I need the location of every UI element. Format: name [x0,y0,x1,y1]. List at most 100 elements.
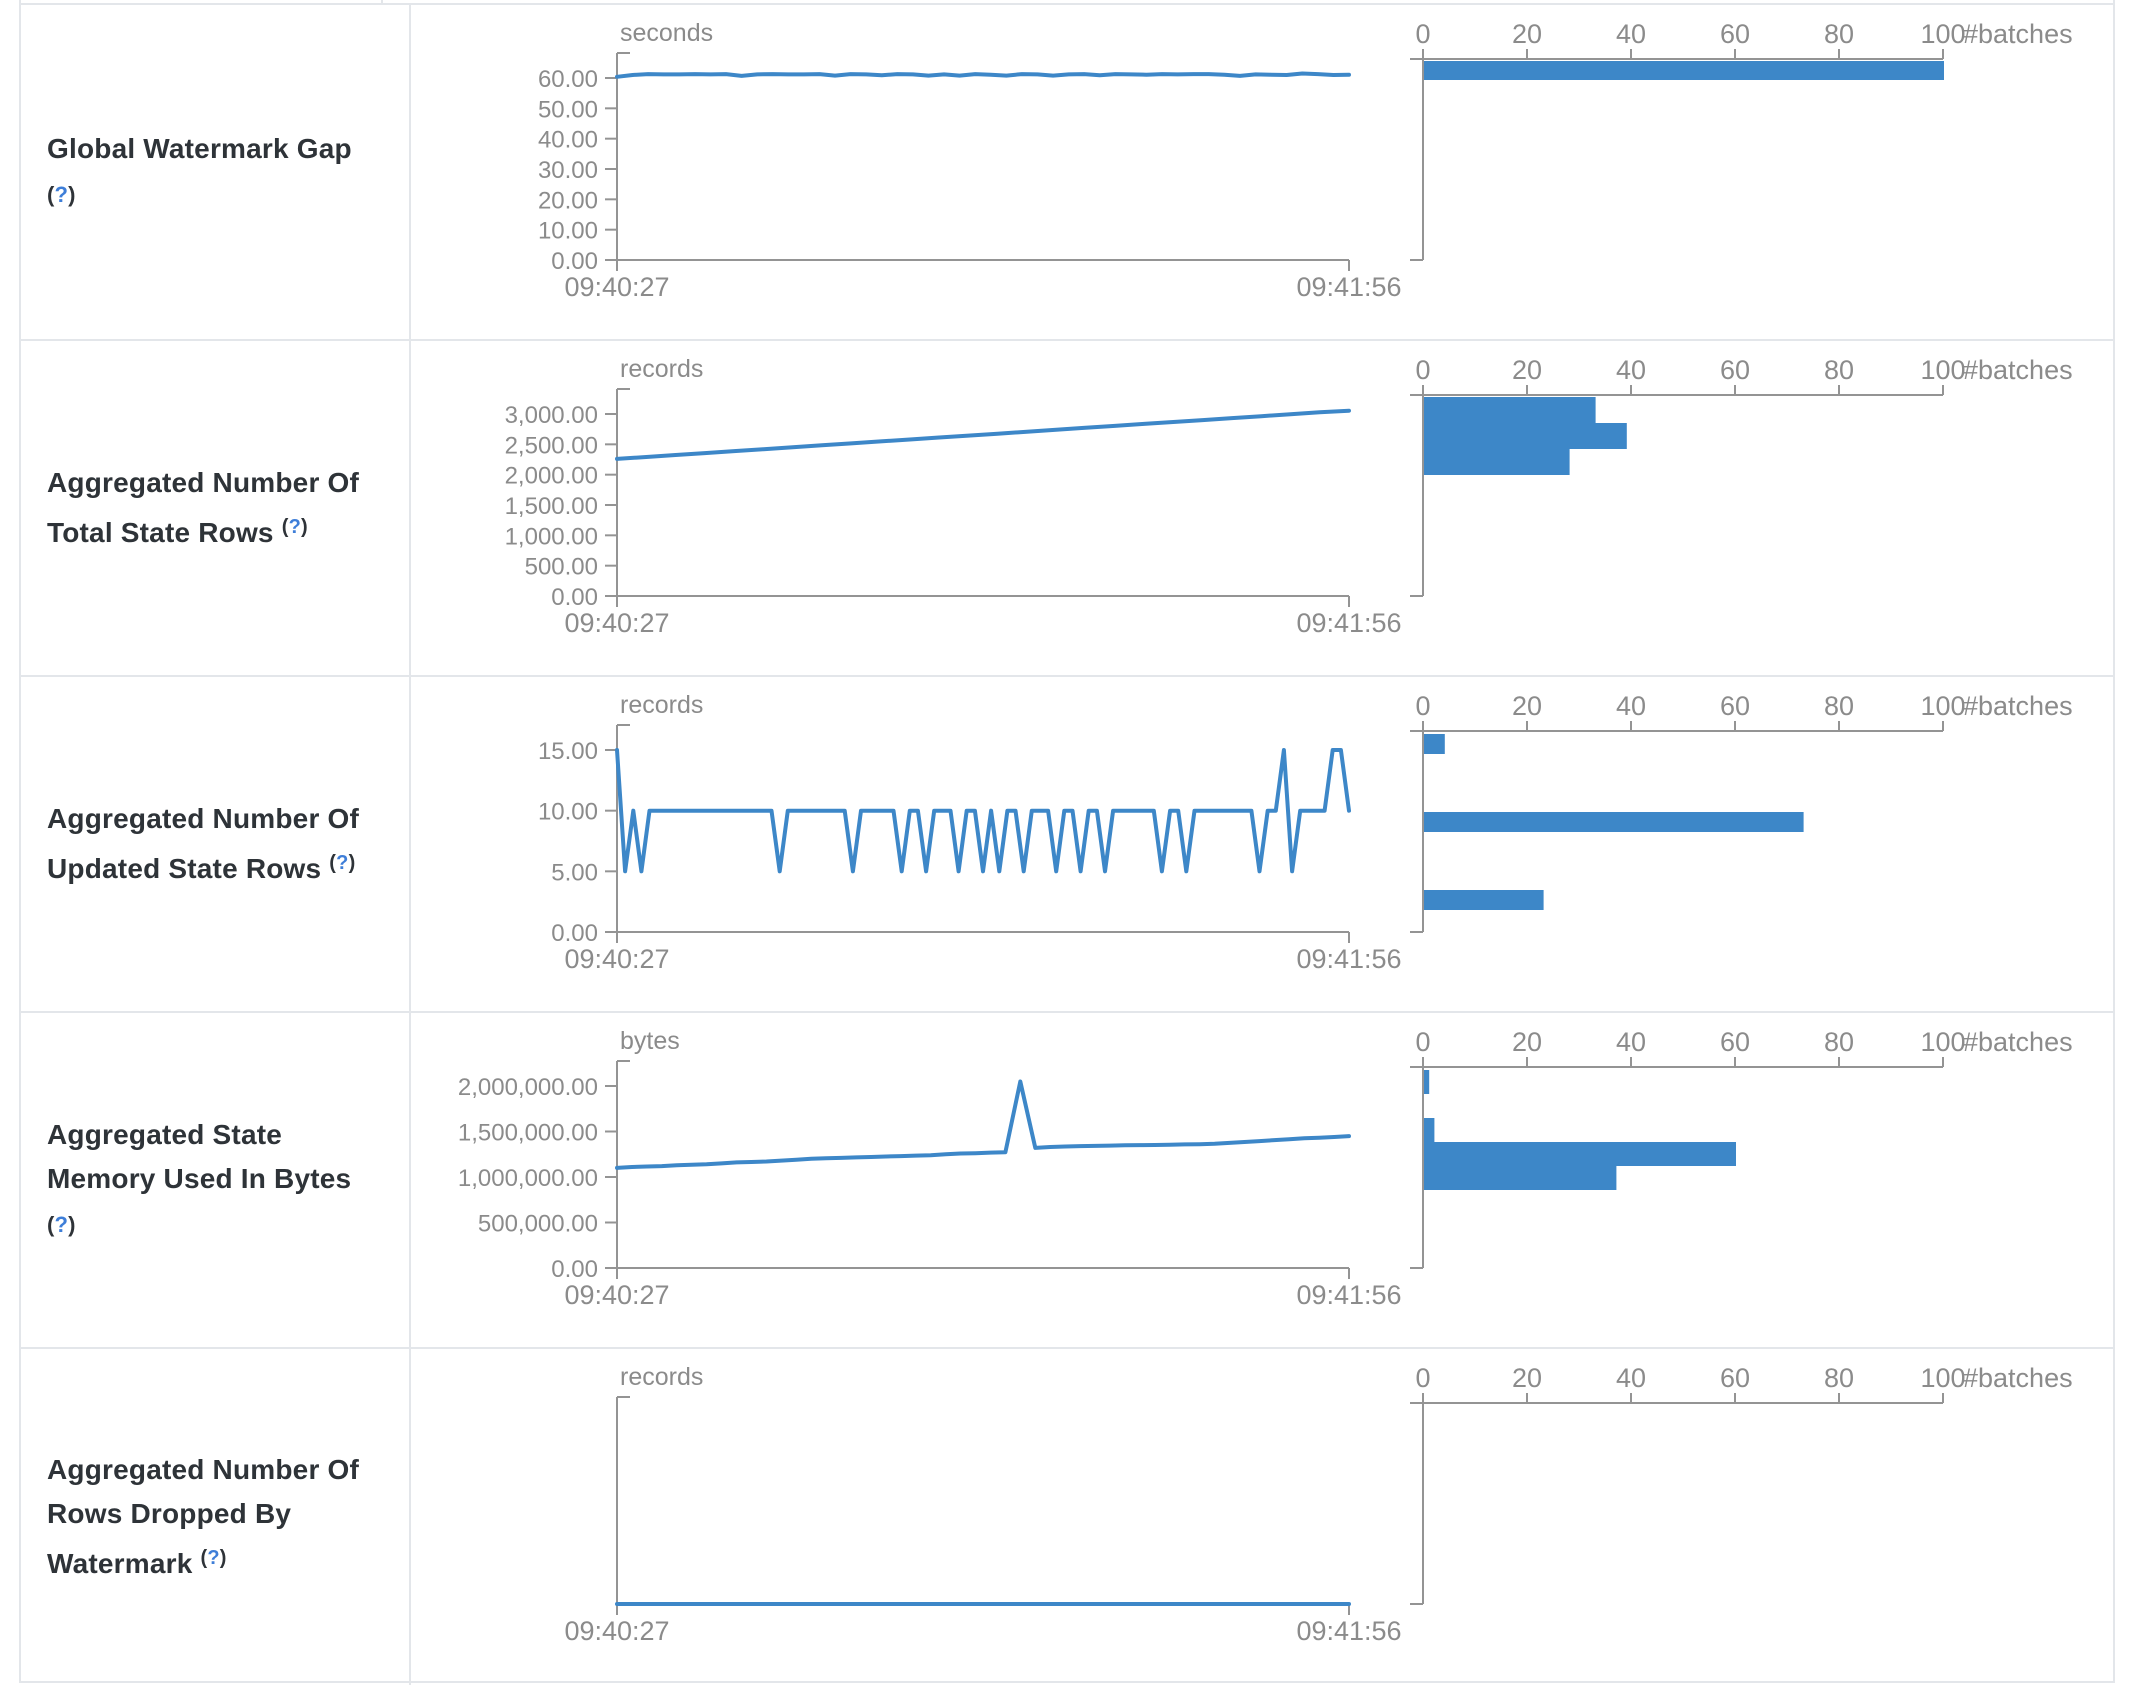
timeline-ytick-label: 60.00 [538,66,598,93]
top-border-sliver-mid [381,0,383,3]
histogram-xtick-label: 100 [1920,691,1965,721]
metric-label-line: Aggregated Number Of [47,803,360,834]
timeline-end-time-label: 09:41:56 [1296,1280,1401,1310]
histogram-xtick-label: 60 [1720,19,1750,49]
timeline-ytick-label: 0.00 [551,920,598,947]
histogram-bar [1424,449,1570,475]
histogram-bar [1424,890,1544,910]
histogram-xtick-label: 40 [1616,355,1646,385]
timeline-start-time-label: 09:40:27 [564,944,669,974]
metric-label-cell: Global Watermark Gap (?) [21,5,411,339]
metric-label-line: Updated State Rows [47,853,322,884]
timeline-ytick-label: 1,000,000.00 [458,1165,598,1192]
timeline-ytick-label: 500.00 [525,554,598,581]
timeline-unit-label: seconds [620,19,713,47]
histogram-xtick-label: 60 [1720,1027,1750,1057]
metric-label-cell: Aggregated Number Of Updated State Rows … [21,677,411,1011]
histogram-xtick-label: 20 [1512,1363,1542,1393]
histogram-xtick-label: 40 [1616,1027,1646,1057]
histogram-xtick-label: 20 [1512,1027,1542,1057]
streaming-statistics-table: Global Watermark Gap (?) seconds 60.00 50.… [19,3,2115,1685]
histogram-xtick-label: 100 [1920,1363,1965,1393]
histogram-bar [1424,397,1596,423]
timeline-ytick-label: 0.00 [551,1256,598,1283]
histogram-xtick-label: 0 [1415,19,1430,49]
histogram-xtick-label: 20 [1512,355,1542,385]
help-link[interactable]: (?) [281,516,308,538]
top-border-sliver-right [2113,0,2115,3]
histogram-bar [1424,812,1804,832]
histogram-xtick-label: 80 [1824,691,1854,721]
histogram-xtick-label: 100 [1920,19,1965,49]
metric-label-line: Aggregated State [47,1119,283,1150]
timeline-ytick-label: 3,000.00 [505,402,598,429]
histogram-unit-label: #batches [1963,355,2073,385]
timeline-ytick-label: 1,500.00 [505,493,598,520]
timeline-ytick-label: 1,500,000.00 [458,1120,598,1147]
histogram-xtick-label: 0 [1415,355,1430,385]
help-link[interactable]: (?) [47,182,76,207]
timeline-unit-label: bytes [620,1027,680,1055]
histogram-unit-label: #batches [1963,1027,2073,1057]
timeline-ytick-label: 500,000.00 [478,1211,598,1238]
help-link[interactable]: (?) [47,1212,76,1237]
timeline-start-time-label: 09:40:27 [564,1280,669,1310]
timeline-start-time-label: 09:40:27 [564,1616,669,1646]
timeline-end-time-label: 09:41:56 [1296,608,1401,638]
histogram-bar [1424,423,1627,449]
timeline-series-line [615,1079,1351,1170]
metric-row-updated-state-rows: Aggregated Number Of Updated State Rows … [21,677,2113,1013]
help-link[interactable]: (?) [200,1547,227,1569]
timeline-ytick-label: 10.00 [538,218,598,245]
histogram-xtick-label: 80 [1824,1027,1854,1057]
histogram-xtick-label: 60 [1720,355,1750,385]
histogram-bar [1424,1166,1617,1190]
timeline-ytick-label: 40.00 [538,127,598,154]
metric-label-line: Total State Rows [47,517,274,548]
timeline-end-time-label: 09:41:56 [1296,944,1401,974]
timeline-ytick-label: 2,000,000.00 [458,1074,598,1101]
timeline-ytick-label: 10.00 [538,799,598,826]
timeline-ytick-label: 1,000.00 [505,523,598,550]
question-mark-icon: ? [54,1212,69,1237]
histogram-xtick-label: 80 [1824,1363,1854,1393]
timeline-ytick-label: 50.00 [538,96,598,123]
metric-row-rows-dropped-by-watermark: Aggregated Number Of Rows Dropped By Wat… [21,1349,2113,1685]
help-link[interactable]: (?) [329,852,356,874]
timeline-ytick-label: 0.00 [551,248,598,275]
histogram-xtick-label: 40 [1616,1363,1646,1393]
metric-label: Aggregated Number Of Updated State Rows … [47,797,359,891]
timeline-end-time-label: 09:41:56 [1296,1616,1401,1646]
timeline-series-line [615,408,1351,461]
timeline-ytick-label: 30.00 [538,157,598,184]
metric-label-line: Aggregated Number Of [47,467,360,498]
metric-label: Aggregated State Memory Used In Bytes (?… [47,1113,351,1247]
timeline-ytick-label: 15.00 [538,738,598,765]
metric-label-cell: Aggregated State Memory Used In Bytes (?… [21,1013,411,1347]
histogram-unit-label: #batches [1963,19,2073,49]
histogram-xtick-label: 80 [1824,355,1854,385]
timeline-and-histogram-charts: bytes 2,000,000.00 1,500,000.00 1,000,000.0… [458,1027,2073,1310]
question-mark-icon: ? [288,516,301,538]
timeline-ytick-label: 5.00 [551,859,598,886]
timeline-ytick-label: 0.00 [551,584,598,611]
histogram-xtick-label: 100 [1920,355,1965,385]
timeline-series-line [615,748,1351,874]
histogram-xtick-label: 20 [1512,691,1542,721]
metric-label-line: Aggregated Number Of [47,1454,360,1485]
question-mark-icon: ? [54,182,69,207]
top-border-sliver-left [19,0,21,3]
timeline-and-histogram-charts: records 09:40:27 09:41:56 0 20 40 60 80 100#batc… [564,1363,2073,1646]
timeline-unit-label: records [620,691,703,719]
timeline-and-histogram-charts: records 3,000.00 2,500.00 2,000.00 1,500.00 1… [505,355,2073,638]
histogram-xtick-label: 60 [1720,1363,1750,1393]
timeline-series-line [615,71,1351,79]
histogram-unit-label: #batches [1963,1363,2073,1393]
metric-row-state-memory-used: Aggregated State Memory Used In Bytes (?… [21,1013,2113,1349]
histogram-unit-label: #batches [1963,691,2073,721]
histogram-xtick-label: 0 [1415,691,1430,721]
histogram-xtick-label: 100 [1920,1027,1965,1057]
timeline-ytick-label: 20.00 [538,187,598,214]
metric-label-line: Memory Used In Bytes [47,1163,352,1194]
